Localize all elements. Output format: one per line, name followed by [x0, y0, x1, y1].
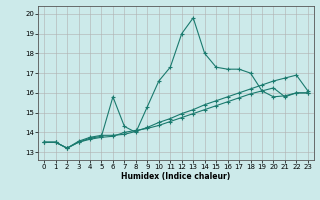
- X-axis label: Humidex (Indice chaleur): Humidex (Indice chaleur): [121, 172, 231, 181]
